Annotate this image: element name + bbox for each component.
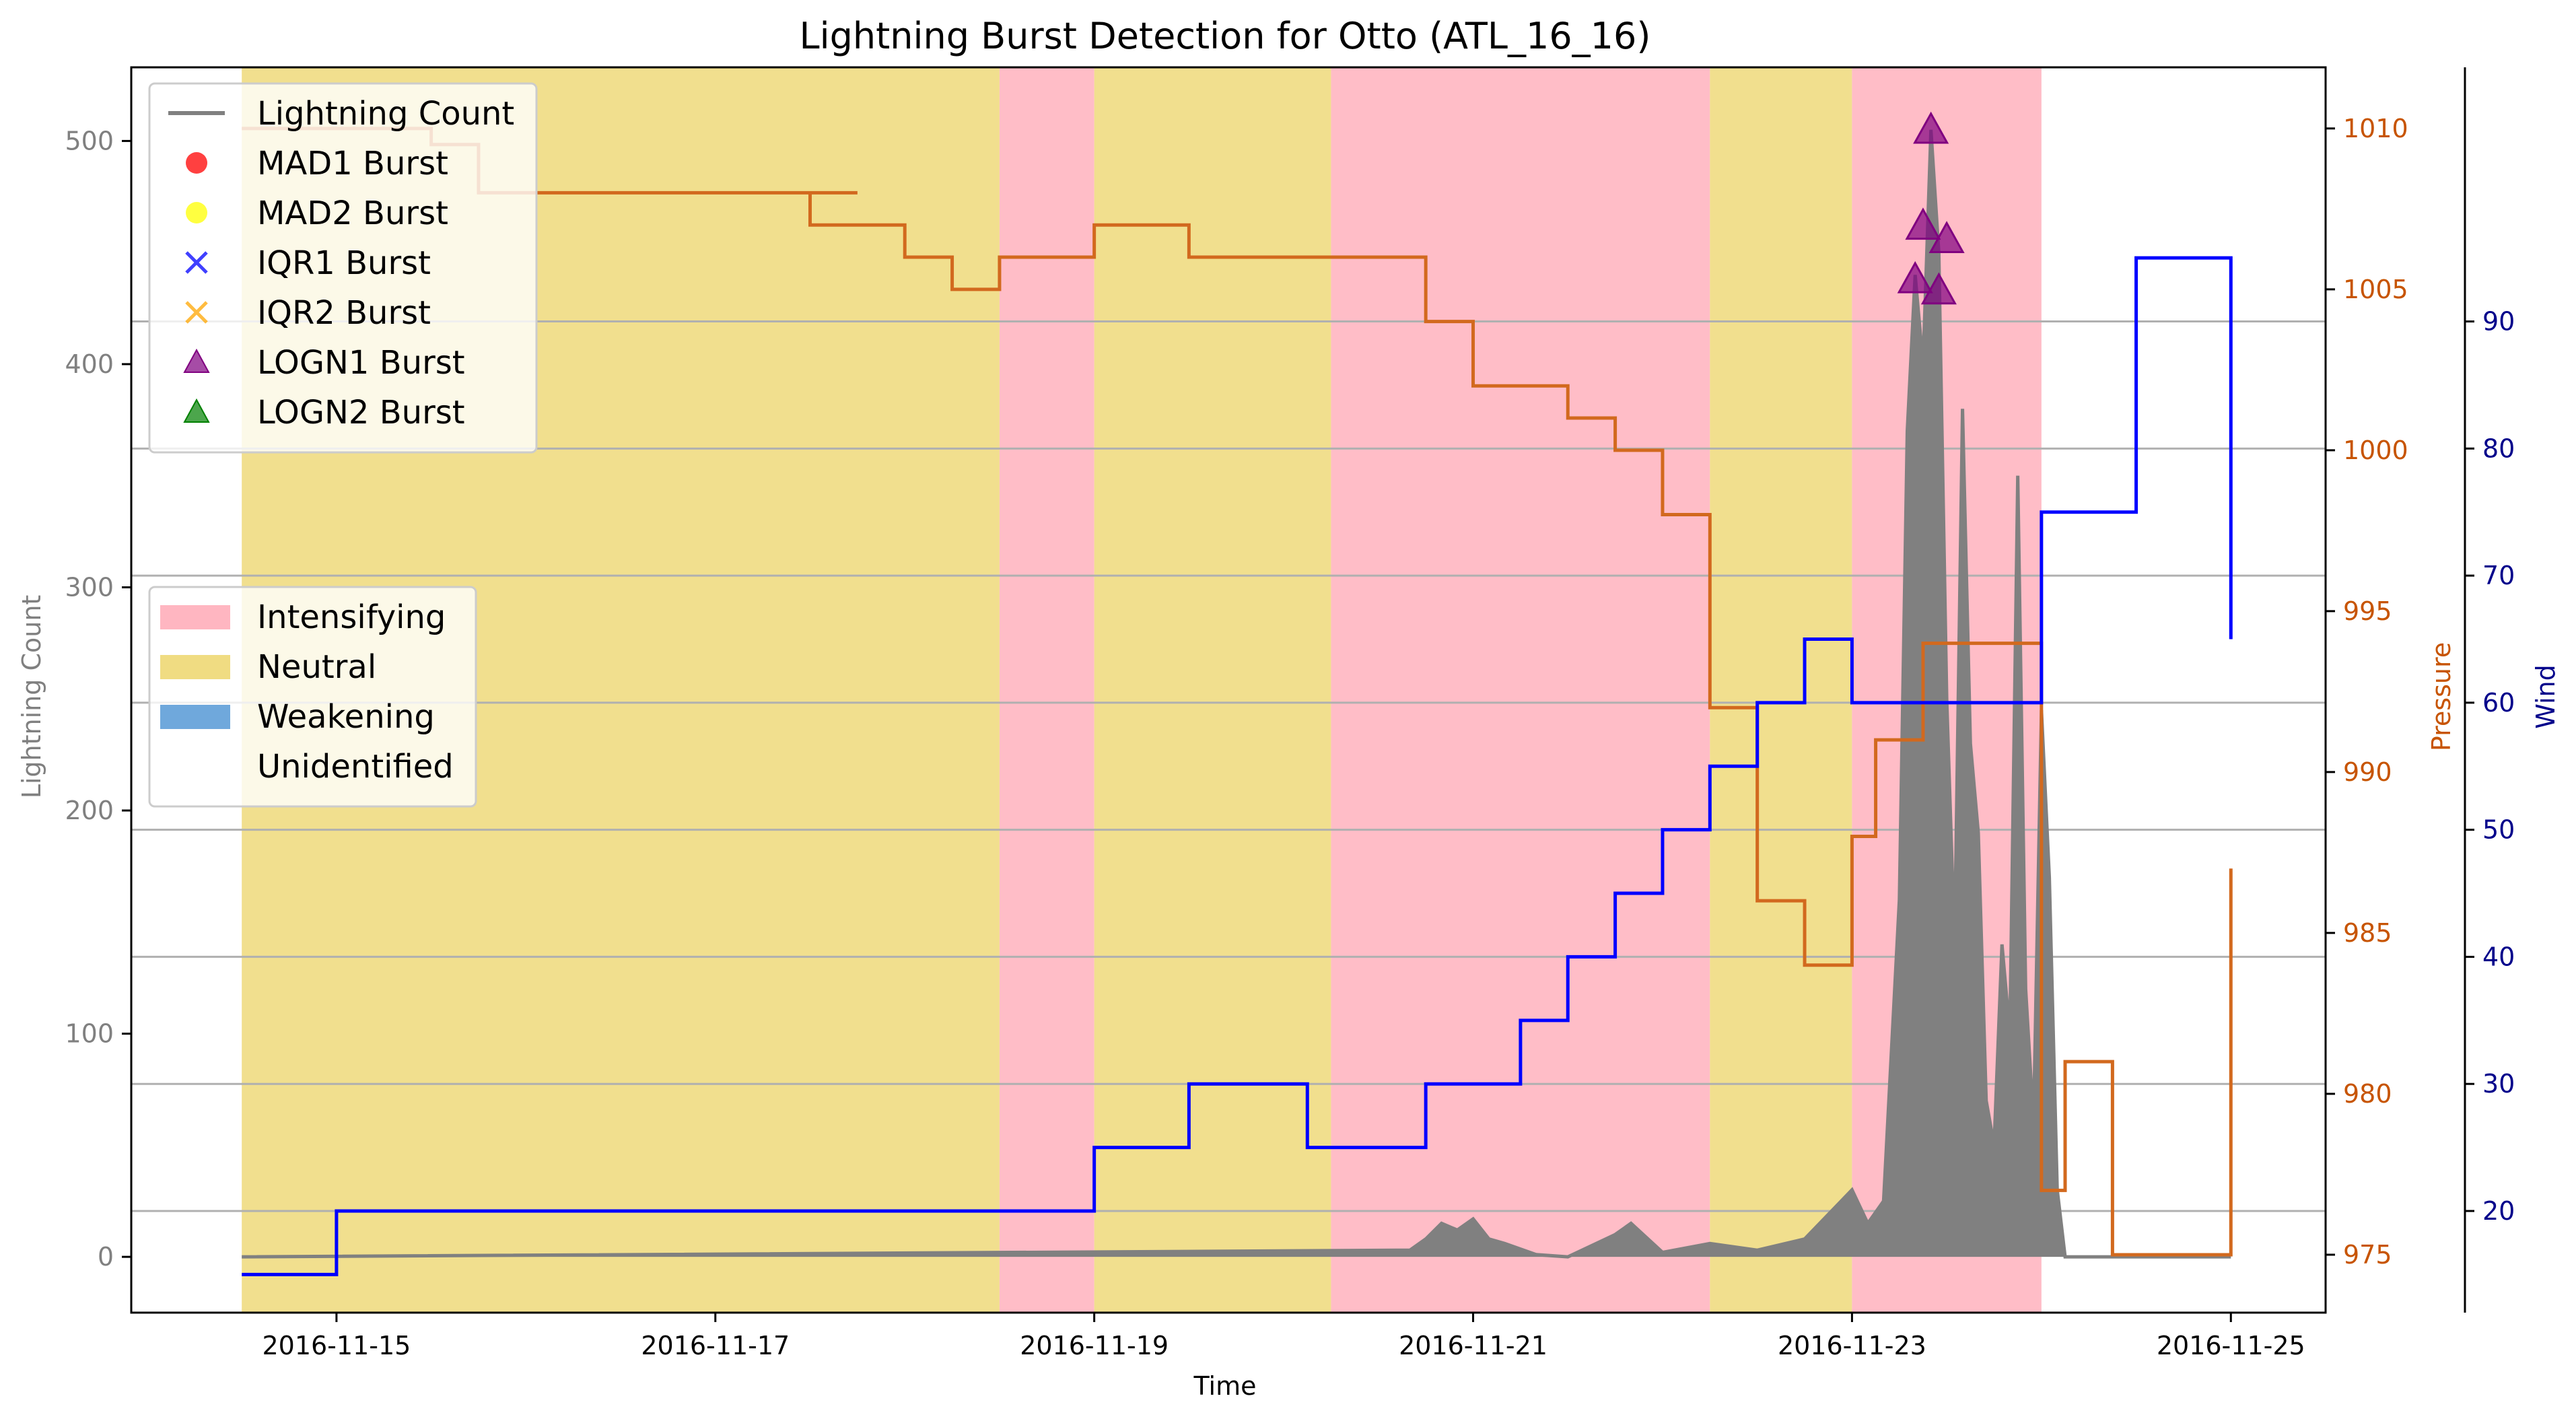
legend-label: IQR2 Burst <box>257 294 431 332</box>
legend-swatch <box>160 655 230 679</box>
legend-label: IQR1 Burst <box>257 244 431 282</box>
x-tick-label: 2016-11-23 <box>1778 1331 1926 1360</box>
legend-label: Intensifying <box>257 598 446 636</box>
legend-label: MAD2 Burst <box>257 195 448 232</box>
y-pressure-tick-label: 975 <box>2343 1240 2392 1270</box>
legend-label: Neutral <box>257 648 376 686</box>
legend-swatch <box>160 755 230 779</box>
legend-swatch <box>160 605 230 629</box>
y-left-tick-label: 400 <box>65 349 114 379</box>
y-left-tick-label: 0 <box>98 1242 114 1272</box>
x-tick-label: 2016-11-17 <box>641 1331 790 1360</box>
y-left-tick-label: 100 <box>65 1019 114 1049</box>
y-wind-tick-label: 50 <box>2482 815 2515 845</box>
phase-band-neutral <box>1710 67 1852 1313</box>
legend-circle-icon <box>186 202 207 223</box>
y-pressure-tick-label: 995 <box>2343 596 2392 626</box>
y-pressure-tick-label: 1005 <box>2343 275 2408 304</box>
legend-label: LOGN2 Burst <box>257 394 465 431</box>
chart-title: Lightning Burst Detection for Otto (ATL_… <box>800 15 1651 57</box>
y-left-tick-label: 300 <box>65 572 114 602</box>
y-pressure-tick-label: 980 <box>2343 1079 2392 1109</box>
y-axis-label-pressure: Pressure <box>2427 642 2456 751</box>
phase-band-intensifying <box>1331 67 1710 1313</box>
phase-legend: Intensifying Neutral Weakening Unidentified <box>149 587 476 806</box>
y-axis-label-wind: Wind <box>2531 664 2561 729</box>
x-tick-label: 2016-11-21 <box>1399 1331 1547 1360</box>
legend-label: Unidentified <box>257 748 454 786</box>
y-wind-tick-label: 40 <box>2482 942 2515 971</box>
legend-label: Lightning Count <box>257 95 514 133</box>
x-tick-label: 2016-11-19 <box>1020 1331 1169 1360</box>
series-legend: Lightning Count MAD1 Burst MAD2 Burst IQR1 … <box>149 83 536 452</box>
y-wind-tick-label: 20 <box>2482 1196 2515 1226</box>
y-wind-tick-label: 80 <box>2482 434 2515 463</box>
x-axis-label: Time <box>1193 1371 1257 1401</box>
phase-band-neutral <box>1094 67 1331 1313</box>
legend-label: MAD1 Burst <box>257 145 448 182</box>
y-wind-tick-label: 60 <box>2482 688 2515 718</box>
legend-circle-icon <box>186 152 207 174</box>
phase-band-intensifying <box>1000 67 1094 1313</box>
y-wind-tick-label: 70 <box>2482 561 2515 590</box>
y-axis-label-left: Lightning Count <box>17 595 46 799</box>
legend-label: LOGN1 Burst <box>257 344 465 382</box>
y-wind-tick-label: 30 <box>2482 1069 2515 1099</box>
x-tick-label: 2016-11-25 <box>2157 1331 2305 1360</box>
y-pressure-tick-label: 985 <box>2343 918 2392 948</box>
y-left-tick-label: 500 <box>65 126 114 155</box>
y-pressure-tick-label: 1010 <box>2343 114 2408 143</box>
y-pressure-tick-label: 990 <box>2343 757 2392 787</box>
y-pressure-tick-label: 1000 <box>2343 436 2408 465</box>
y-wind-tick-label: 90 <box>2482 307 2515 337</box>
legend-label: Weakening <box>257 698 435 736</box>
legend-swatch <box>160 705 230 729</box>
x-tick-label: 2016-11-15 <box>262 1331 411 1360</box>
y-left-tick-label: 200 <box>65 796 114 825</box>
